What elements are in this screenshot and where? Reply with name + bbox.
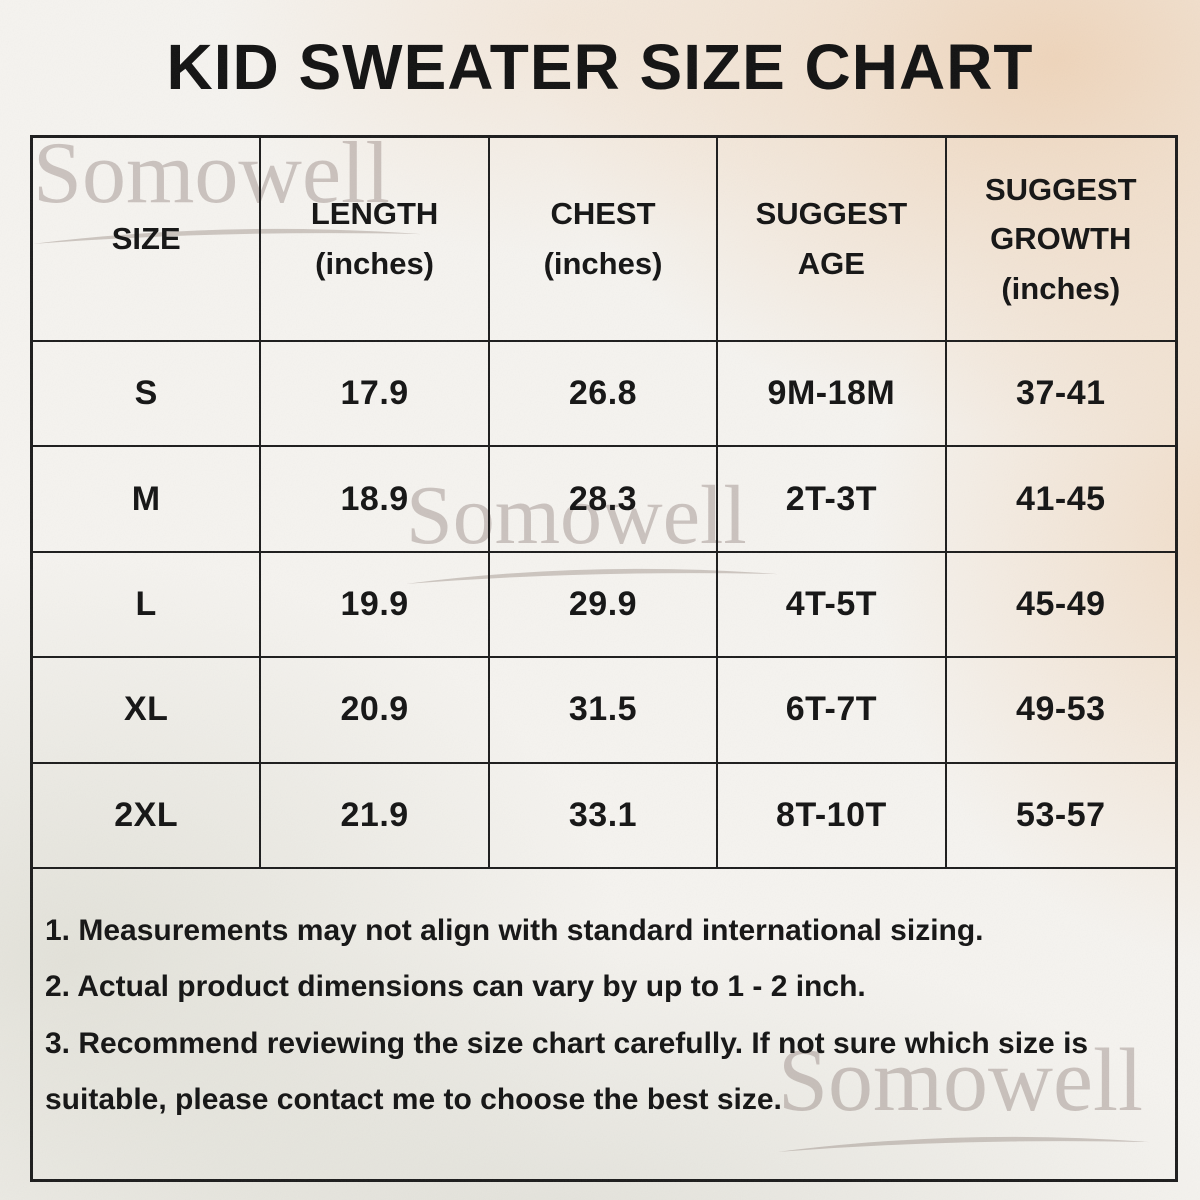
cell-age: 2T-3T — [718, 447, 947, 553]
cell-size: 2XL — [33, 763, 262, 869]
cell-size: XL — [33, 658, 262, 764]
cell-length: 17.9 — [261, 342, 490, 448]
column-header-length: LENGTH (inches) — [261, 138, 490, 342]
cell-length: 19.9 — [261, 552, 490, 659]
cell-growth: 41-45 — [946, 447, 1175, 553]
cell-chest: 28.3 — [489, 447, 719, 553]
cell-growth: 49-53 — [946, 658, 1175, 764]
cell-size: L — [33, 552, 262, 659]
cell-age: 4T-5T — [718, 552, 947, 659]
cell-length: 20.9 — [261, 658, 490, 764]
cell-size: M — [33, 447, 262, 553]
cell-length: 21.9 — [261, 763, 490, 869]
cell-age: 6T-7T — [718, 658, 947, 764]
cell-chest: 26.8 — [489, 342, 719, 448]
page-title: KID SWEATER SIZE CHART — [166, 31, 1034, 103]
column-header-suggest-age: SUGGEST AGE — [718, 138, 947, 342]
column-header-chest: CHEST (inches) — [489, 138, 719, 342]
note-line: 1. Measurements may not align with stand… — [45, 913, 984, 947]
cell-chest: 29.9 — [489, 552, 719, 659]
cell-chest: 33.1 — [489, 763, 719, 869]
column-header-suggest-growth: SUGGEST GROWTH (inches) — [946, 138, 1175, 342]
cell-growth: 37-41 — [946, 342, 1175, 448]
column-header-size: SIZE — [33, 138, 262, 342]
size-table: SIZE LENGTH (inches) CHEST (inches) SUGG… — [30, 135, 1178, 1182]
cell-age: 8T-10T — [718, 763, 947, 869]
cell-chest: 31.5 — [489, 658, 719, 764]
cell-age: 9M-18M — [718, 342, 947, 448]
note-line: 2. Actual product dimensions can vary by… — [45, 970, 866, 1004]
cell-growth: 53-57 — [946, 764, 1175, 869]
cell-length: 18.9 — [261, 447, 490, 553]
cell-growth: 45-49 — [946, 553, 1175, 659]
notes-section: 1. Measurements may not align with stand… — [33, 869, 1175, 1179]
cell-size: S — [33, 342, 262, 448]
note-line: 3. Recommend reviewing the size chart ca… — [45, 1026, 1089, 1117]
